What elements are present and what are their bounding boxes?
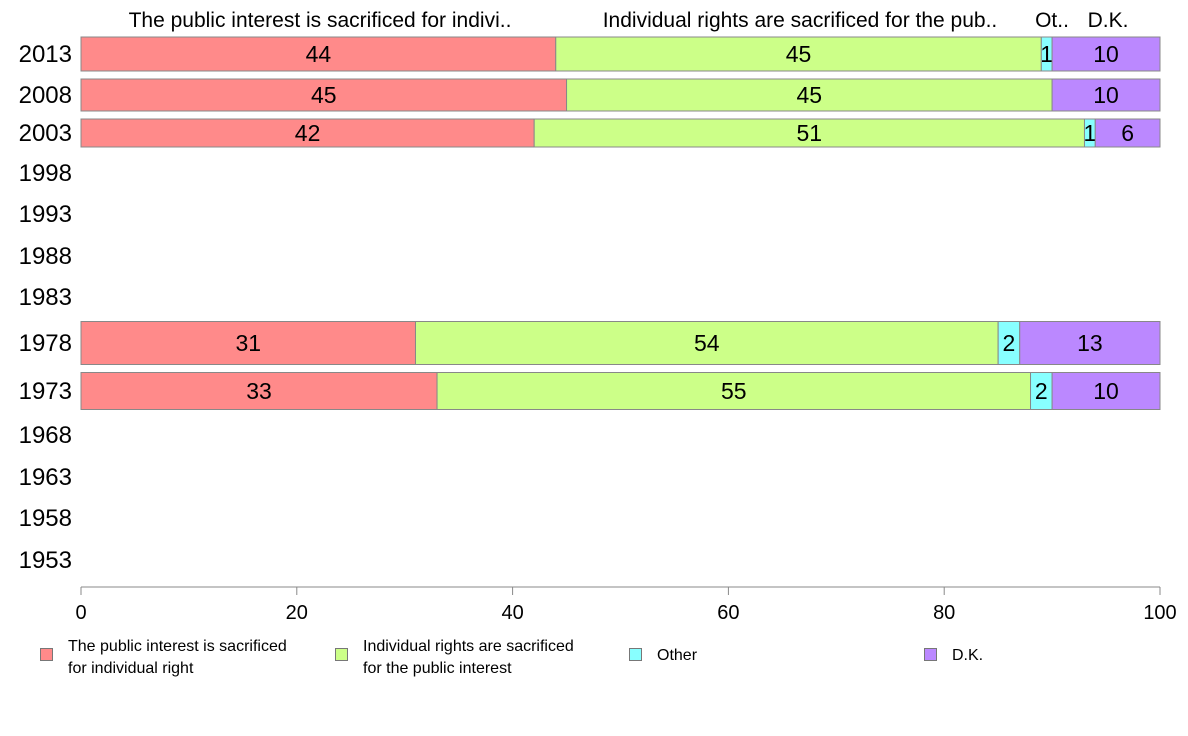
bar-1973-d-k: [1051, 372, 1161, 410]
legend-swatch-other: [629, 648, 642, 661]
year-label-1978: 1978: [19, 330, 72, 357]
data-label-2003-3: 6: [1121, 120, 1134, 146]
bar-2008-d-k: [1051, 78, 1161, 112]
data-label-2003-2: 1: [1083, 120, 1096, 146]
legend: The public interest is sacrificed for in…: [0, 636, 1188, 686]
year-label-1993: 1993: [19, 201, 72, 228]
legend-swatch-individual-rights: [335, 648, 348, 661]
data-label-1978-0: 31: [235, 330, 261, 356]
legend-item-public-interest: The public interest is sacrificed for in…: [40, 636, 287, 680]
data-label-2013-3: 10: [1093, 41, 1119, 67]
column-header-2: Ot..: [1035, 9, 1069, 32]
legend-label-other: Other: [657, 647, 698, 664]
data-label-2008-1: 45: [797, 82, 823, 108]
legend-swatch-public-interest: [40, 648, 53, 661]
x-tick-label-100: 100: [1143, 602, 1176, 624]
legend-item-individual-rights: Individual rights are sacrificed for the…: [335, 636, 574, 680]
year-label-2003: 2003: [19, 120, 72, 147]
legend-swatch-dk: [924, 648, 937, 661]
column-header-0: The public interest is sacrificed for in…: [129, 9, 512, 32]
year-label-1983: 1983: [19, 284, 72, 311]
year-label-2008: 2008: [19, 82, 72, 109]
data-label-1973-3: 10: [1093, 378, 1119, 404]
year-label-2013: 2013: [19, 41, 72, 68]
bar-2003-d-k: [1094, 118, 1161, 148]
data-label-1973-0: 33: [246, 378, 272, 404]
bar-2008-individual-rights-are-sa: [566, 78, 1053, 112]
data-label-2013-2: 1: [1040, 41, 1053, 67]
data-label-1973-1: 55: [721, 378, 747, 404]
year-label-1958: 1958: [19, 505, 72, 532]
data-label-2003-1: 51: [797, 120, 823, 146]
x-tick-label-40: 40: [501, 602, 523, 624]
bar-2013-individual-rights-are-sa: [555, 36, 1042, 72]
year-label-1963: 1963: [19, 464, 72, 491]
column-header-3: D.K.: [1088, 9, 1129, 32]
legend-label-public-interest: The public interest is sacrificed for in…: [68, 638, 287, 677]
bar-2003-the-public-interest-is-s: [80, 118, 535, 148]
year-label-1968: 1968: [19, 422, 72, 449]
x-tick-label-20: 20: [286, 602, 308, 624]
x-tick-label-80: 80: [933, 602, 955, 624]
data-label-2013-1: 45: [786, 41, 812, 67]
bar-1973-individual-rights-are-sa: [436, 372, 1032, 410]
bar-2013-the-public-interest-is-s: [80, 36, 557, 72]
data-label-1978-1: 54: [694, 330, 720, 356]
data-label-2008-0: 45: [311, 82, 337, 108]
data-label-1973-2: 2: [1035, 378, 1048, 404]
data-label-2013-0: 44: [306, 41, 332, 67]
data-label-2003-0: 42: [295, 120, 321, 146]
year-label-1953: 1953: [19, 547, 72, 574]
year-label-1998: 1998: [19, 160, 72, 187]
legend-item-dk: D.K.: [924, 636, 983, 667]
data-label-2008-3: 10: [1093, 82, 1119, 108]
bar-2013-d-k: [1051, 36, 1161, 72]
legend-item-other: Other: [629, 636, 697, 667]
year-label-1973: 1973: [19, 378, 72, 405]
column-header-1: Individual rights are sacrificed for the…: [603, 9, 998, 32]
x-tick-label-60: 60: [717, 602, 739, 624]
x-axis: 0 20 40 60 80 100: [75, 586, 1177, 624]
year-labels: 2013 2008 2003 1998 1993 1988 1983 1978 1973 1968…: [19, 41, 72, 574]
column-headers: The public interest is sacrificed for in…: [129, 9, 1129, 32]
legend-label-individual-rights: Individual rights are sacrificed for the…: [363, 638, 574, 677]
data-label-1978-3: 13: [1077, 330, 1103, 356]
bar-2003-individual-rights-are-sa: [533, 118, 1085, 148]
stacked-bar-chart: The public interest is sacrificed for in…: [19, 9, 1177, 624]
bar-1973-the-public-interest-is-s: [80, 372, 438, 410]
data-label-1978-2: 2: [1003, 330, 1016, 356]
legend-label-dk: D.K.: [952, 647, 984, 664]
bar-1978-individual-rights-are-sa: [414, 321, 999, 365]
x-tick-label-0: 0: [75, 602, 86, 624]
year-label-1988: 1988: [19, 243, 72, 270]
bar-1978-d-k: [1019, 321, 1161, 365]
